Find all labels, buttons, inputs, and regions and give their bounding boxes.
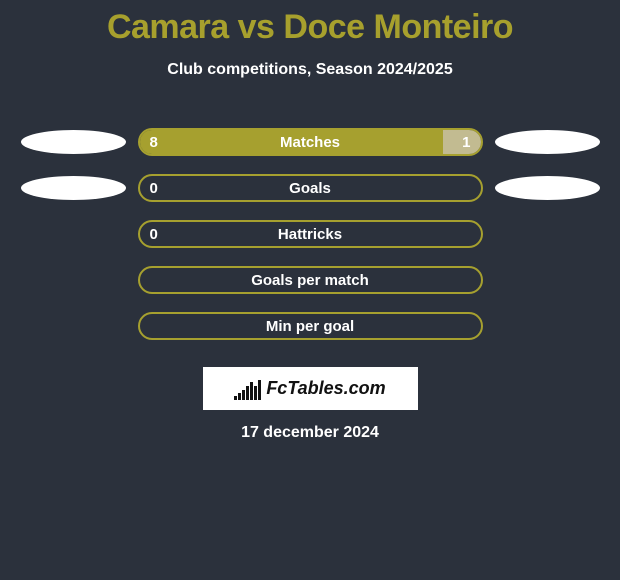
stat-bar: Goals per match [138, 266, 483, 294]
logo-chart-icon [234, 378, 262, 400]
bar-left-fill [140, 130, 443, 154]
page-title: Camara vs Doce Monteiro [0, 0, 620, 47]
bar-label: Hattricks [140, 222, 481, 246]
left-side-pill [21, 176, 126, 200]
comparison-row: Goals per match [0, 257, 620, 303]
fctables-logo: FcTables.com [203, 367, 418, 410]
stat-bar: Goals0 [138, 174, 483, 202]
bar-label: Goals per match [140, 268, 481, 292]
right-side-pill [495, 130, 600, 154]
comparison-row: Min per goal [0, 303, 620, 349]
bar-right-value: 1 [462, 130, 470, 154]
stat-bar: Min per goal [138, 312, 483, 340]
comparison-rows: Matches81Goals0Hattricks0Goals per match… [0, 119, 620, 349]
logo-text: FcTables.com [266, 378, 385, 399]
right-side-pill [495, 176, 600, 200]
subtitle: Club competitions, Season 2024/2025 [0, 61, 620, 79]
bar-left-value: 0 [150, 176, 158, 200]
comparison-row: Goals0 [0, 165, 620, 211]
stat-bar: Hattricks0 [138, 220, 483, 248]
left-side-pill [21, 130, 126, 154]
bar-left-value: 0 [150, 222, 158, 246]
comparison-row: Matches81 [0, 119, 620, 165]
bar-label: Min per goal [140, 314, 481, 338]
bar-left-value: 8 [150, 130, 158, 154]
bar-label: Goals [140, 176, 481, 200]
stat-bar: Matches81 [138, 128, 483, 156]
generation-date: 17 december 2024 [0, 424, 620, 442]
comparison-row: Hattricks0 [0, 211, 620, 257]
